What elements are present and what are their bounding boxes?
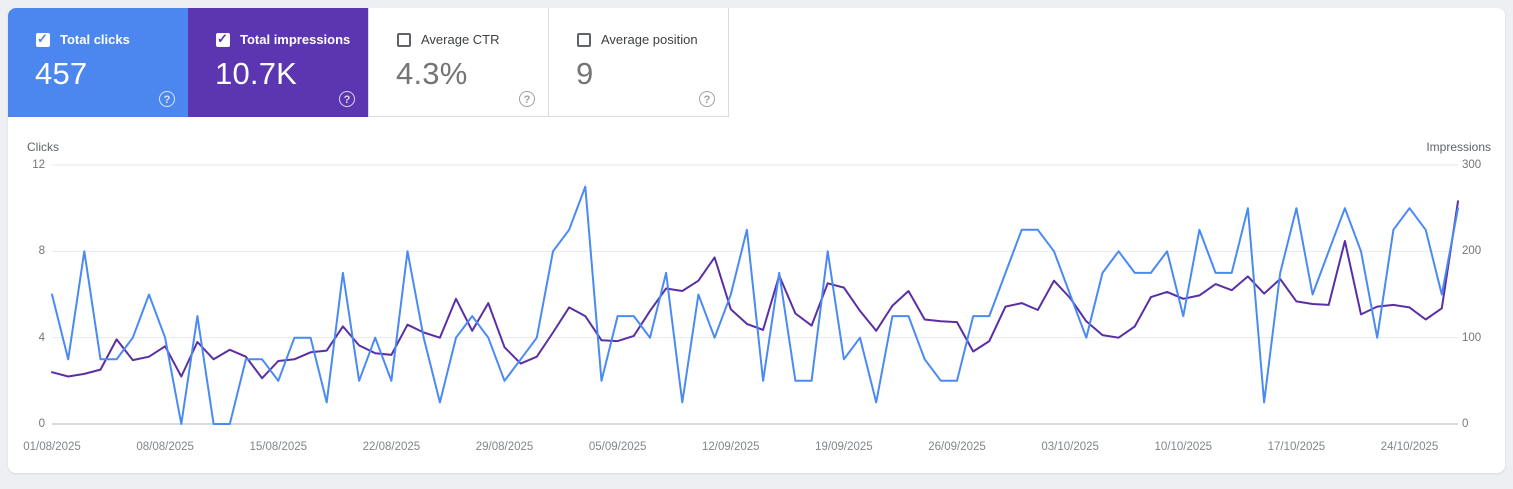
- chart-plot-area[interactable]: [51, 164, 1459, 425]
- x-axis-date-label: 01/08/2025: [23, 441, 81, 453]
- average-ctr-checkbox[interactable]: [397, 32, 411, 47]
- x-axis-date-label: 29/08/2025: [475, 441, 534, 453]
- card-average-position[interactable]: Average position 9 ?: [548, 8, 729, 117]
- total-impressions-value: 10.7K: [215, 56, 298, 91]
- left-axis-tick: 4: [38, 331, 45, 344]
- card-total-impressions[interactable]: ✓ Total impressions 10.7K ?: [188, 8, 368, 117]
- left-axis-tick: 0: [38, 418, 45, 430]
- right-axis-tick: 200: [1462, 245, 1482, 258]
- impressions-line: [51, 200, 1459, 380]
- card-average-ctr-header: Average CTR: [397, 32, 500, 47]
- right-axis-title: Impressions: [1426, 140, 1491, 154]
- card-label: Average CTR: [421, 32, 500, 47]
- help-icon[interactable]: ?: [699, 91, 715, 107]
- help-icon[interactable]: ?: [519, 91, 535, 107]
- x-axis-date-label: 10/10/2025: [1154, 441, 1213, 453]
- total-clicks-checkbox[interactable]: ✓: [36, 30, 50, 47]
- performance-panel: ✓ Total clicks 457 ? ✓ Total impressions…: [8, 8, 1505, 473]
- card-average-position-header: Average position: [577, 32, 698, 47]
- checkmark-icon: ✓: [37, 30, 48, 46]
- right-axis-tick: 0: [1462, 418, 1469, 430]
- metric-cards-row: ✓ Total clicks 457 ? ✓ Total impressions…: [8, 8, 1505, 117]
- help-icon[interactable]: ?: [159, 91, 175, 107]
- average-ctr-value: 4.3%: [396, 56, 468, 91]
- x-axis-date-label: 24/10/2025: [1380, 441, 1439, 453]
- x-axis-date-label: 03/10/2025: [1041, 441, 1099, 453]
- left-axis-title: Clicks: [27, 140, 59, 154]
- x-axis-date-label: 12/09/2025: [701, 441, 760, 453]
- help-icon[interactable]: ?: [339, 91, 355, 107]
- clicks-line: [51, 185, 1459, 425]
- x-axis-date-label: 15/08/2025: [249, 441, 308, 453]
- x-axis-date-label: 08/08/2025: [136, 441, 194, 453]
- x-axis-date-label: 22/08/2025: [362, 441, 421, 453]
- right-axis-tick: 300: [1462, 159, 1482, 171]
- card-average-ctr[interactable]: Average CTR 4.3% ?: [368, 8, 548, 117]
- card-total-impressions-header: ✓ Total impressions: [216, 30, 351, 47]
- checkmark-icon: ✓: [217, 30, 228, 46]
- left-axis-tick: 12: [32, 159, 45, 171]
- x-axis-date-label: 19/09/2025: [815, 441, 873, 453]
- total-impressions-checkbox[interactable]: ✓: [216, 30, 230, 47]
- x-axis-date-label: 26/09/2025: [928, 441, 986, 453]
- average-position-checkbox[interactable]: [577, 32, 591, 47]
- x-axis-date-label: 05/09/2025: [588, 441, 647, 453]
- card-total-clicks-header: ✓ Total clicks: [36, 30, 130, 47]
- total-clicks-value: 457: [35, 56, 88, 91]
- left-axis-tick: 8: [38, 245, 45, 258]
- timeseries-chart: [51, 164, 1459, 425]
- card-label: Total clicks: [60, 32, 130, 47]
- x-axis-date-label: 17/10/2025: [1267, 441, 1326, 453]
- card-label: Average position: [601, 32, 698, 47]
- card-total-clicks[interactable]: ✓ Total clicks 457 ?: [8, 8, 188, 117]
- average-position-value: 9: [576, 56, 594, 91]
- card-label: Total impressions: [240, 32, 351, 47]
- right-axis-tick: 100: [1462, 331, 1482, 344]
